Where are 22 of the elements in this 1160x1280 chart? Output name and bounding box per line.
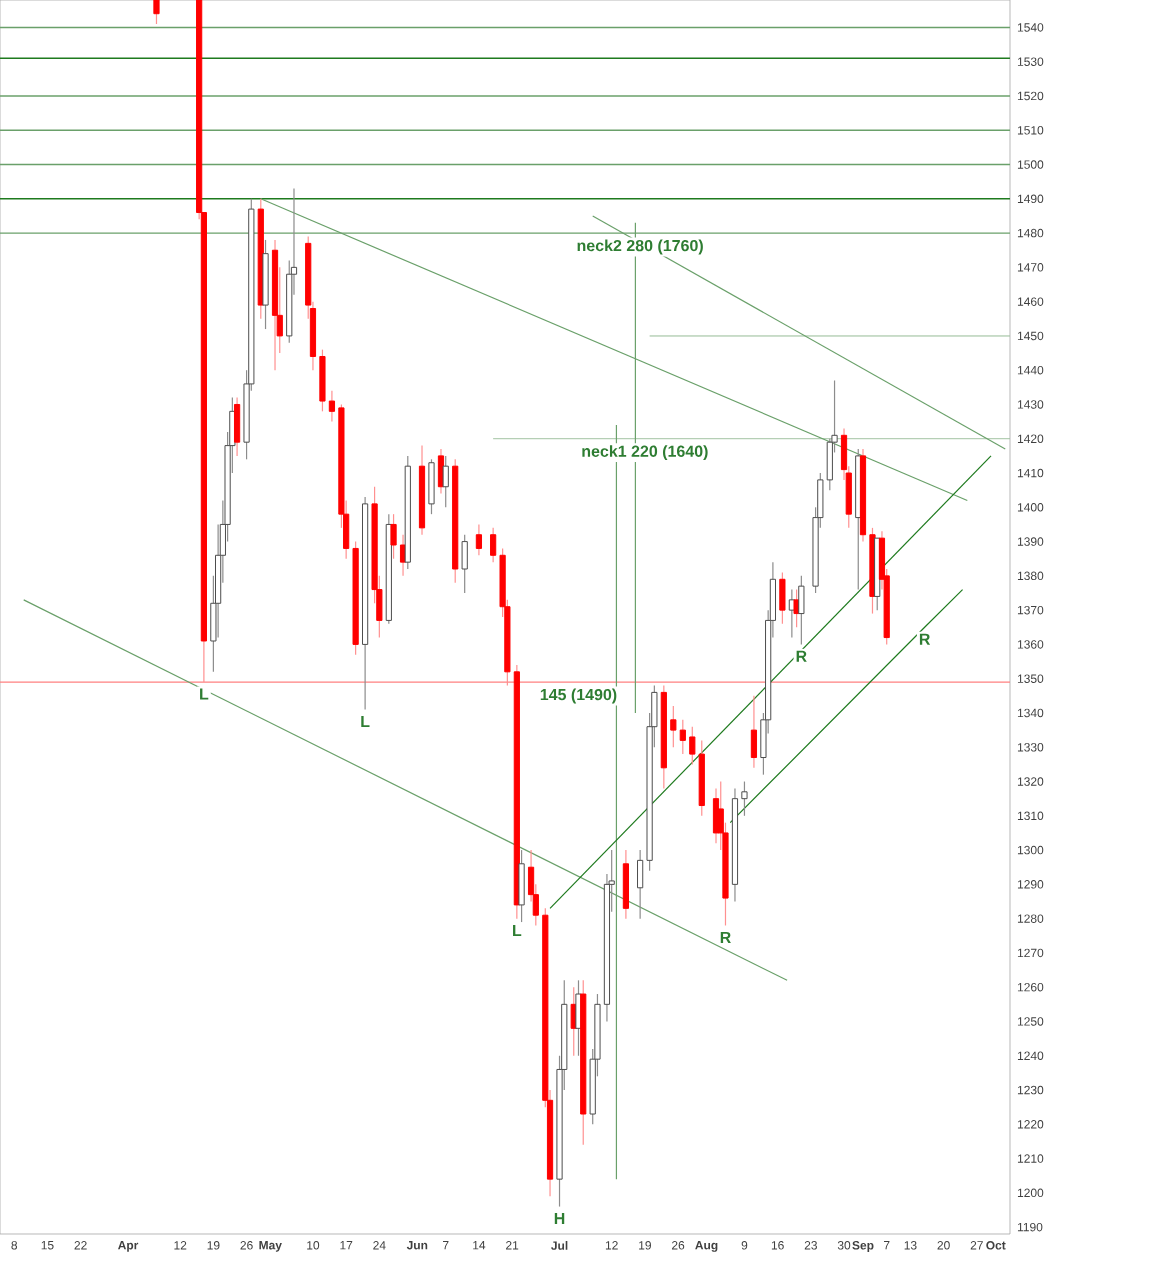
annotation: 145 (1490) — [540, 688, 617, 704]
annotation: H — [554, 1212, 565, 1224]
candlestick — [779, 571, 786, 625]
candlestick — [622, 849, 630, 920]
candlestick — [153, 0, 160, 25]
candlestick — [518, 849, 525, 923]
candlestick — [390, 513, 397, 560]
annotation: R — [720, 931, 731, 943]
annotation: neck2 280 (1760) — [577, 239, 703, 255]
candlestick — [475, 523, 483, 556]
annotation: neck1 220 (1640) — [582, 445, 708, 461]
candlestick — [461, 534, 468, 594]
candlestick — [428, 458, 435, 515]
annotation: R — [919, 633, 931, 645]
annotation: R — [796, 650, 807, 662]
annotation: L — [200, 688, 209, 700]
candlestick — [750, 695, 758, 769]
candlestick — [798, 575, 805, 646]
candlestick — [233, 397, 241, 457]
annotation: L — [361, 715, 370, 727]
candlestick — [442, 455, 449, 508]
annotation: L — [513, 925, 522, 937]
